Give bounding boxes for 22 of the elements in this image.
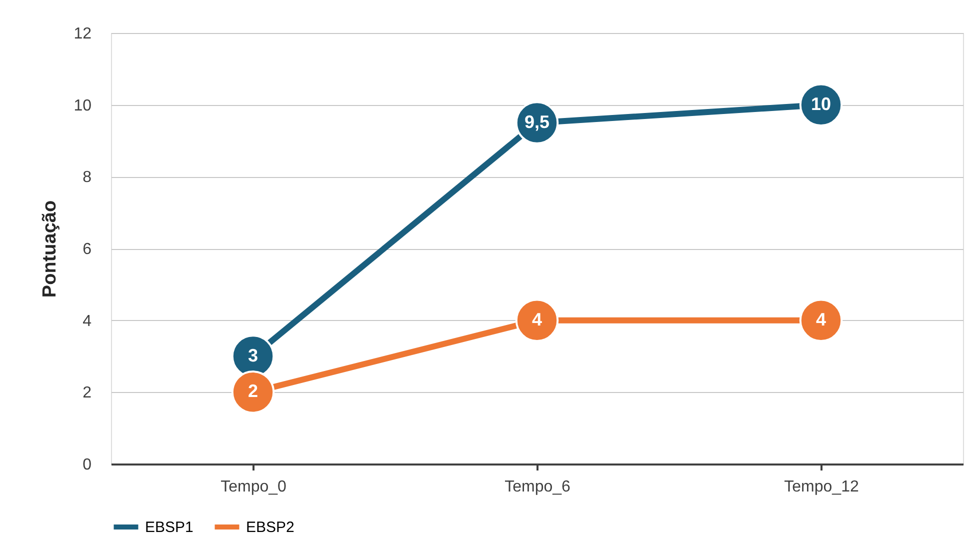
point <box>799 298 843 342</box>
x-tick-label: Tempo_12 <box>784 478 859 496</box>
data-label: 2 <box>248 381 258 402</box>
y-tick-label: 2 <box>82 384 92 402</box>
point <box>515 298 559 342</box>
y-tick-label: 4 <box>82 312 92 330</box>
data-label: 9,5 <box>524 112 550 132</box>
y-tick-label: 6 <box>82 241 92 258</box>
y-tick-label: 0 <box>82 456 92 474</box>
y-axis-title: Pontuação <box>40 200 61 298</box>
legend-label: EBSP1 <box>145 519 194 536</box>
legend-label: EBSP2 <box>246 519 294 536</box>
point <box>231 370 275 414</box>
data-label: 10 <box>810 94 832 114</box>
data-label: 4 <box>816 309 826 330</box>
data-label: 4 <box>532 309 542 330</box>
y-tick-label: 8 <box>82 169 92 186</box>
data-label: 3 <box>248 345 258 366</box>
y-tick-label: 12 <box>74 26 92 42</box>
y-tick-label: 10 <box>74 97 92 114</box>
x-tick-label: Tempo_0 <box>220 478 287 496</box>
x-tick-label: Tempo_6 <box>504 478 571 496</box>
